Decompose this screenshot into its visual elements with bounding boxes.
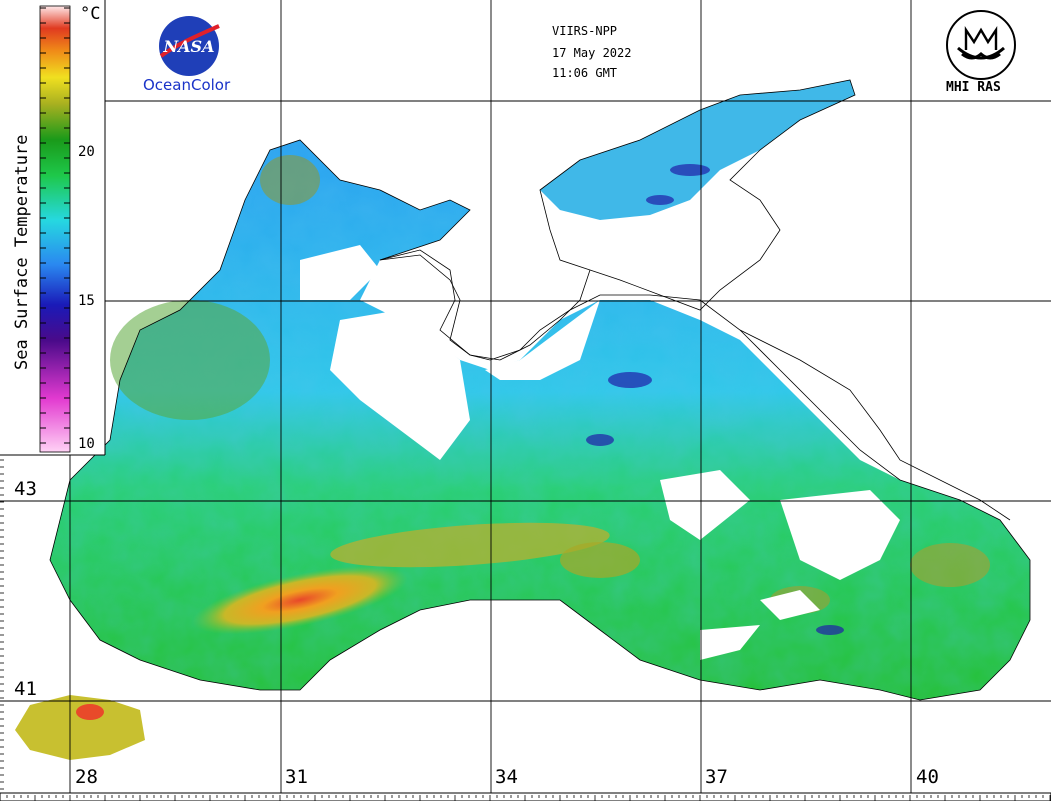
azov-sea-body	[540, 80, 855, 220]
border-ruler	[0, 459, 1051, 801]
lat-label-41: 41	[14, 678, 37, 700]
nasa-logo-text: NASA	[162, 37, 214, 56]
mhi-ras-label: MHI RAS	[946, 80, 1001, 95]
azov-coastline	[539, 79, 856, 311]
cloud-mask	[300, 245, 900, 660]
bottom-ruler	[0, 792, 1051, 801]
warm-band	[192, 565, 408, 635]
caucasus-outline	[739, 329, 1011, 521]
lat-label-43: 43	[14, 478, 37, 500]
coastline	[49, 139, 1031, 701]
lon-label-40: 40	[916, 766, 939, 788]
colorbar-tick-20: 20	[78, 144, 95, 160]
lon-label-31: 31	[285, 766, 308, 788]
time-label: 11:06 GMT	[552, 66, 618, 80]
sensor-label: VIIRS-NPP	[552, 24, 618, 38]
oceancolor-label: OceanColor	[143, 76, 231, 94]
lon-label-34: 34	[495, 766, 518, 788]
marmara-sea-body	[15, 695, 145, 760]
colorbar-tick-marks	[40, 7, 70, 444]
date-label: 17 May 2022	[552, 46, 632, 60]
colorbar-tick-15: 15	[78, 293, 95, 309]
lon-label-37: 37	[705, 766, 728, 788]
colorbar	[39, 5, 71, 453]
crimea-outline	[379, 249, 591, 361]
colorbar-tick-10: 10	[78, 436, 95, 452]
colorbar-title: Sea Surface Temperature	[12, 134, 32, 370]
mhi-ras-logo-icon	[946, 10, 1016, 80]
lon-label-28: 28	[75, 766, 98, 788]
nasa-logo-icon: NASA	[159, 16, 220, 76]
cold-eddies	[586, 164, 844, 635]
colorbar-unit: °C	[80, 4, 101, 24]
